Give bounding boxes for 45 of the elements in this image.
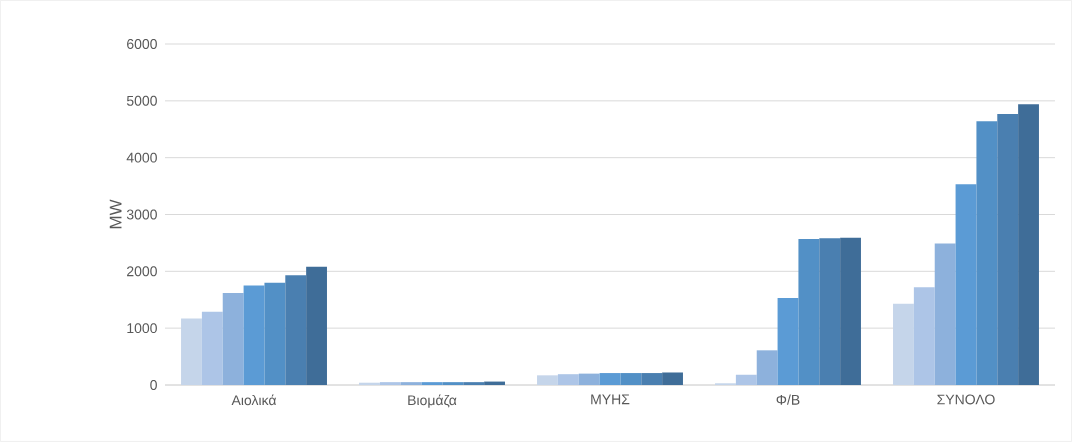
y-tick-label: 4000 [126, 152, 157, 163]
x-tick-label: ΜΥΗΣ [591, 394, 630, 405]
bar [1018, 104, 1039, 385]
bar [913, 287, 935, 385]
bar [400, 382, 422, 385]
bar [264, 282, 286, 385]
bar [599, 373, 621, 385]
x-tick-label: Φ/Β [776, 394, 800, 405]
bar [201, 311, 223, 385]
y-tick-label: 5000 [126, 95, 157, 106]
bar [620, 373, 642, 385]
bar [641, 373, 663, 385]
y-tick-label: 2000 [127, 266, 157, 277]
bar [421, 382, 443, 385]
bar [181, 318, 202, 385]
y-tick-label: 3000 [126, 209, 157, 220]
bar [997, 113, 1019, 385]
bar [662, 372, 683, 385]
y-tick-label: 6000 [127, 39, 157, 49]
bar [537, 375, 558, 385]
bar [934, 243, 956, 385]
bar [798, 238, 820, 385]
bar [442, 382, 464, 385]
bar [819, 238, 841, 385]
bar [285, 275, 307, 385]
bar [955, 184, 977, 385]
bar [306, 266, 327, 385]
y-tick-label: 0 [150, 380, 157, 390]
bar [976, 121, 998, 385]
y-tick-label: 1000 [127, 323, 157, 334]
x-tick-label: Βιομάζα [408, 394, 457, 408]
bar [840, 237, 861, 385]
bar [756, 350, 778, 385]
x-tick-label: Αιολικά [231, 394, 277, 406]
bar [735, 374, 757, 385]
bar [557, 374, 579, 385]
bar [243, 285, 265, 385]
x-tick-label: ΣΥΝΟΛΟ [937, 394, 995, 405]
y-axis-title: MW [109, 199, 122, 229]
bar [777, 298, 799, 385]
bar [463, 382, 485, 385]
bar [893, 303, 914, 385]
bar [379, 382, 401, 385]
bar [222, 292, 244, 385]
bar [578, 373, 600, 385]
